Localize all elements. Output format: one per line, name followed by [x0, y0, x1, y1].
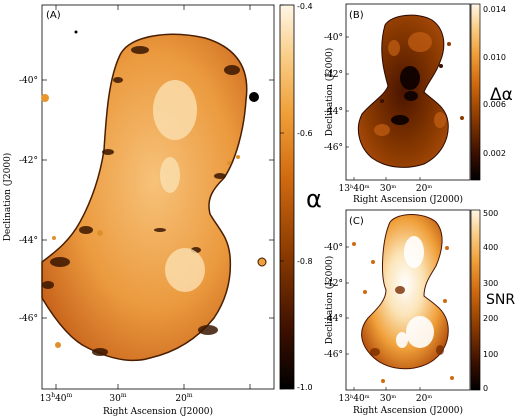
panel-c-ytick-label: -40°	[324, 243, 343, 253]
colorbar-c-tick: 500	[483, 209, 498, 218]
panel-b-xlabel: Right Ascension (J2000)	[353, 194, 463, 205]
panel-a-ytick-label: -40°	[19, 76, 38, 86]
colorbar-c-tick: 200	[483, 314, 498, 323]
panel-c-ytick-label: -44°	[324, 314, 343, 324]
colorbar-a-tick: -0.8	[297, 257, 313, 266]
panel-a-yticks: -40° -42° -44° -46°	[19, 76, 38, 324]
colorbar-b-tick: 0.002	[483, 149, 506, 158]
colorbar-c-tick: 300	[483, 279, 498, 288]
panel-a-xtick-label: 20m	[175, 392, 192, 404]
panel-a-ylabel: Declination (J2000)	[2, 153, 13, 242]
panel-c-xlabel: Right Ascension (J2000)	[353, 405, 463, 416]
panel-a-tickmarks	[42, 5, 274, 389]
panel-a-ytick-label: -46°	[19, 314, 38, 324]
panel-c-tag: (C)	[349, 216, 364, 227]
panel-a-xtick-label: 30m	[109, 392, 126, 404]
colorbar-a-tick: -1.0	[297, 383, 313, 392]
panel-a: (A) -40° -42° -44° -46° 13h40m 30m 20m R…	[2, 2, 322, 417]
panel-a-point-sources	[41, 30, 267, 348]
panel-c-ytick-label: -46°	[324, 350, 343, 360]
panel-b-ytick-label: -42°	[324, 70, 343, 80]
colorbar-a-tick: -0.4	[297, 2, 313, 11]
colorbar-a-quantity: α	[306, 185, 322, 213]
colorbar-c-tick: 400	[483, 243, 498, 252]
panel-a-xtick-label: 13h40m	[40, 392, 73, 404]
panel-c: (C) -40° -42° -44° -46° 13h40m 30m 20m R…	[324, 209, 515, 416]
panel-b-ytick-label: -46°	[324, 143, 343, 153]
panel-a-dark-patches	[42, 46, 240, 356]
panel-b-xtick-label: 13h40m	[339, 184, 370, 194]
panel-a-colorbar	[279, 4, 295, 390]
panel-a-ytick-label: -42°	[19, 156, 38, 166]
panel-b-ytick-label: -40°	[324, 33, 343, 43]
panel-b: (B) -40° -42° -44° -46° 13h40m 30m 20m R…	[324, 3, 513, 205]
colorbar-b-quantity: Δα	[490, 85, 513, 105]
panel-b-colorbar	[470, 3, 481, 181]
panel-a-ytick-label: -44°	[19, 236, 38, 246]
panel-a-tag: (A)	[46, 10, 61, 21]
panel-c-ylabel: Declination (J2000)	[324, 256, 335, 345]
panel-b-ylabel: Declination (J2000)	[324, 48, 335, 137]
panel-b-ytick-label: -44°	[324, 107, 343, 117]
panel-b-point-sources	[380, 42, 464, 120]
panel-c-point-sources	[352, 242, 454, 383]
panel-c-xtick-label: 13h40m	[339, 394, 370, 404]
panel-a-bright-patches	[153, 80, 205, 292]
panel-c-xtick-label: 20m	[416, 394, 432, 404]
panel-b-xtick-label: 30m	[380, 184, 396, 194]
colorbar-b-tick: 0.006	[483, 100, 506, 109]
panel-c-ytick-label: -42°	[324, 279, 343, 289]
panel-b-xtick-label: 20m	[416, 184, 432, 194]
panel-a-xticks: 13h40m 30m 20m	[40, 392, 193, 404]
panel-c-xtick-label: 30m	[380, 394, 396, 404]
colorbar-b-tick: 0.014	[483, 5, 506, 14]
panel-c-colorbar	[470, 209, 481, 391]
colorbar-c-tick: 100	[483, 350, 498, 359]
colorbar-c-quantity: SNR	[486, 292, 515, 308]
colorbar-c-tick: 0	[483, 384, 488, 393]
panel-a-xlabel: Right Ascension (J2000)	[103, 406, 213, 417]
colorbar-a-tick: -0.6	[297, 129, 313, 138]
panel-b-tag: (B)	[349, 10, 364, 21]
colorbar-b-tick: 0.010	[483, 53, 506, 62]
